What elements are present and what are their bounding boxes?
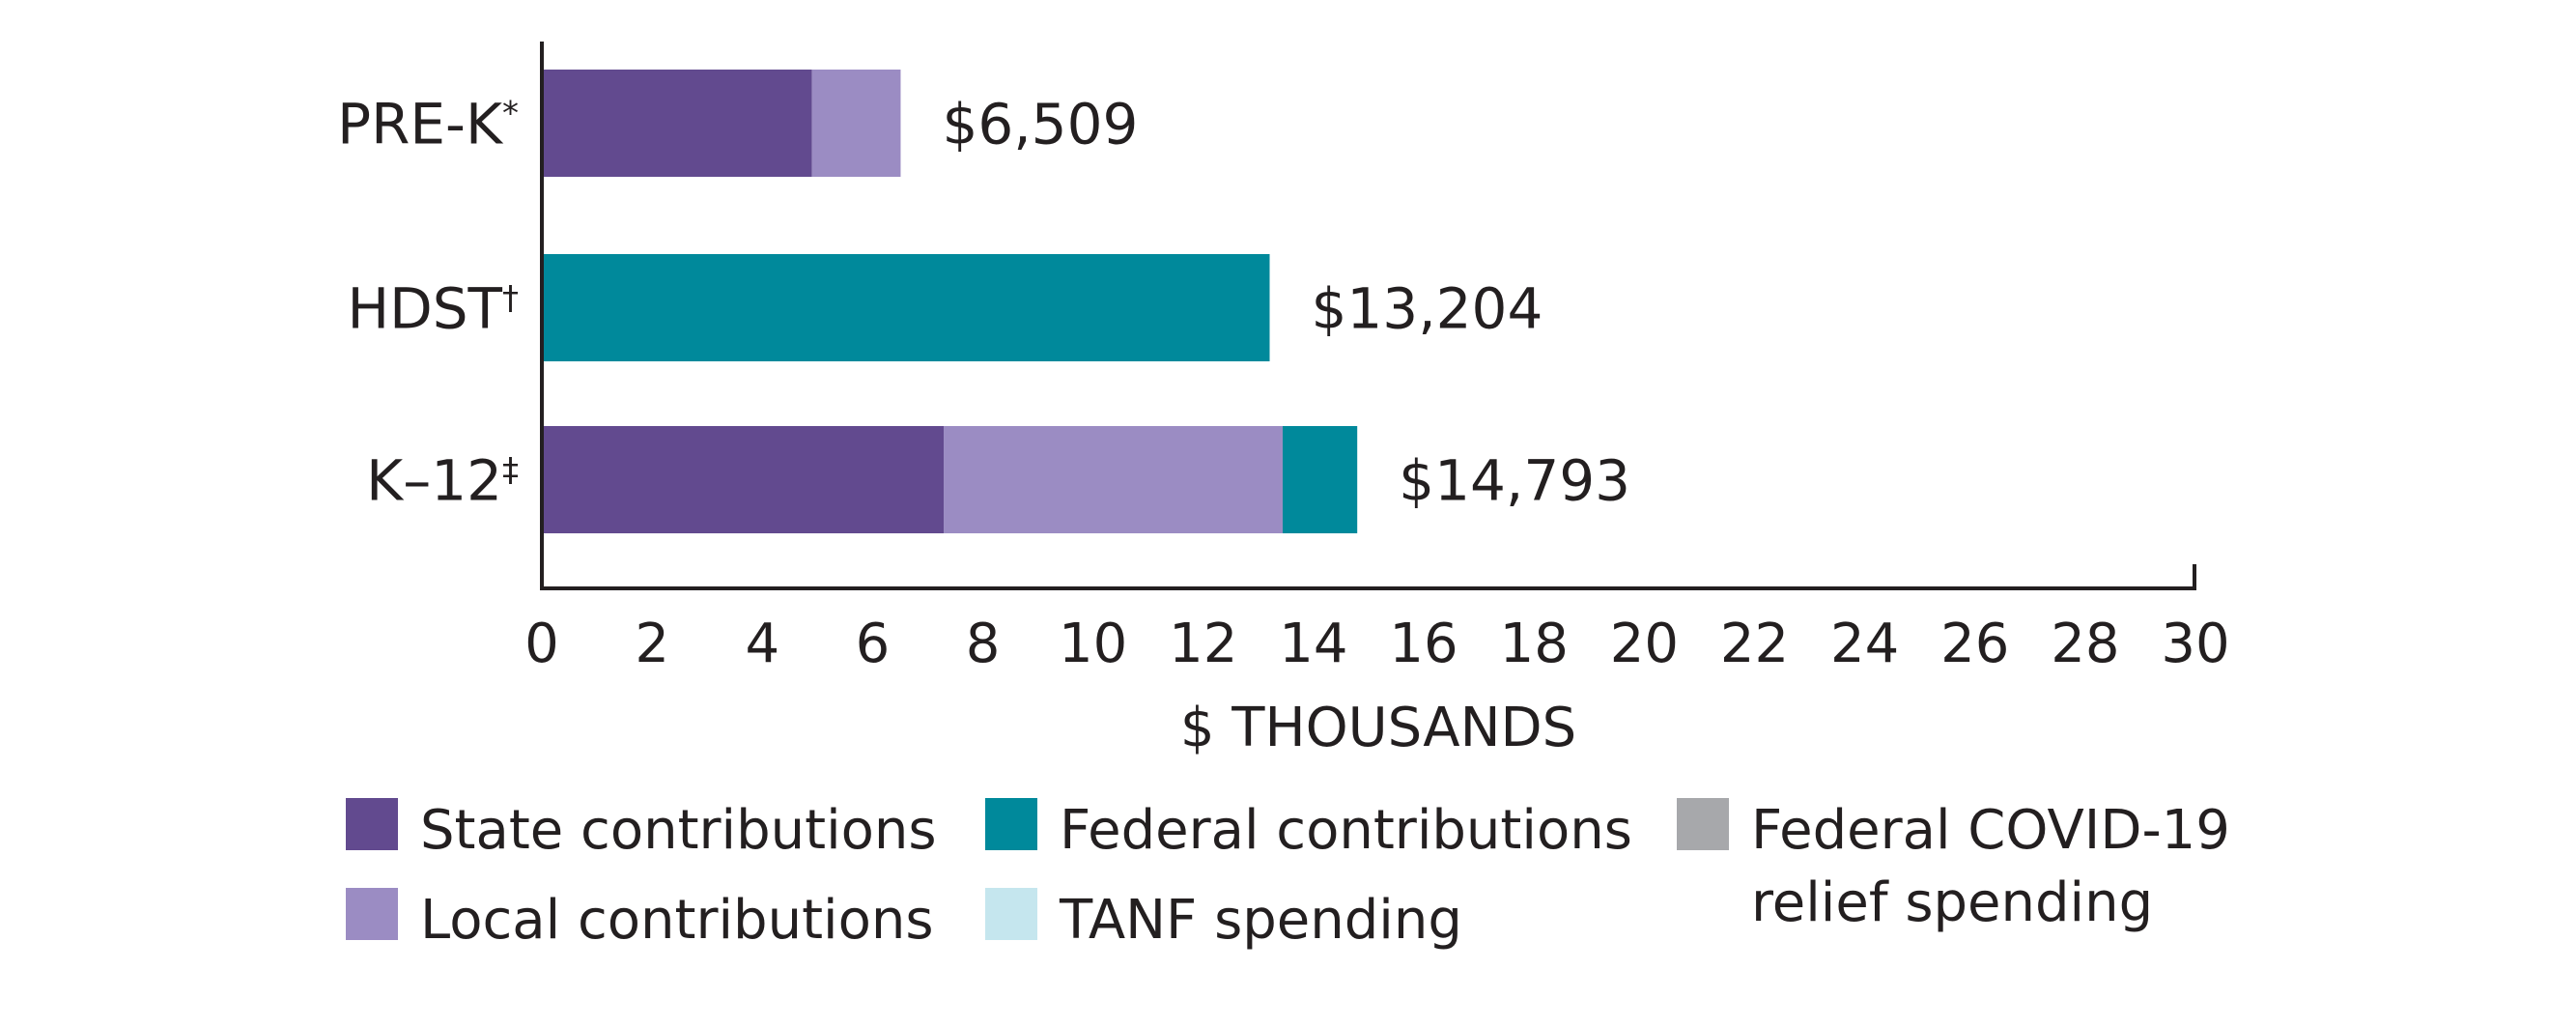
legend-swatch bbox=[1677, 798, 1729, 850]
legend-swatch bbox=[346, 798, 398, 850]
total-value-label: $14,793 bbox=[1399, 448, 1630, 514]
legend-swatch bbox=[985, 888, 1037, 940]
bar-segment-state-contributions bbox=[542, 70, 812, 177]
x-tick-label: 24 bbox=[1830, 613, 1899, 675]
x-tick-label: 26 bbox=[1940, 613, 2009, 675]
legend-swatch bbox=[346, 888, 398, 940]
category-labels: PRE-K* HDST† K–12‡ bbox=[337, 92, 519, 514]
x-tick-label: 18 bbox=[1500, 613, 1569, 675]
x-tick-label: 20 bbox=[1610, 613, 1679, 675]
axes-group bbox=[540, 42, 2196, 590]
bar-segment-state-contributions bbox=[542, 426, 945, 533]
total-value-label: $13,204 bbox=[1312, 276, 1543, 342]
x-tick-label: 14 bbox=[1279, 613, 1347, 675]
legend-item-state-contributions: State contributions bbox=[346, 798, 937, 862]
x-tick-label: 16 bbox=[1389, 613, 1458, 675]
x-axis-title: $ THOUSANDS bbox=[1180, 697, 1576, 759]
legend: State contributions Local contributions Fe… bbox=[346, 798, 2230, 952]
legend-item-local-contributions: Local contributions bbox=[346, 888, 934, 952]
x-tick-label: 12 bbox=[1169, 613, 1237, 675]
x-tick-label: 6 bbox=[856, 613, 891, 675]
category-label: HDST† bbox=[347, 276, 519, 342]
x-tick-labels: 0 2 4 6 8 10 12 14 16 18 20 22 24 26 28 30 bbox=[524, 613, 2229, 675]
total-value-label: $6,509 bbox=[942, 92, 1138, 157]
bars-group bbox=[542, 70, 1358, 533]
bar-segment-federal-contributions bbox=[1282, 426, 1358, 533]
category-label: K–12‡ bbox=[366, 448, 519, 514]
legend-label: State contributions bbox=[420, 799, 937, 862]
legend-label: Local contributions bbox=[420, 889, 934, 952]
x-tick-label: 8 bbox=[966, 613, 1001, 675]
legend-item-tanf-spending: TANF spending bbox=[985, 888, 1462, 952]
x-tick-label: 30 bbox=[2161, 613, 2229, 675]
category-label: PRE-K* bbox=[337, 92, 519, 157]
x-tick-label: 0 bbox=[524, 613, 559, 675]
x-tick-label: 10 bbox=[1059, 613, 1127, 675]
legend-swatch bbox=[985, 798, 1037, 850]
legend-item-federal-covid-19-relief-spending: Federal COVID-19 relief spending bbox=[1677, 798, 2230, 934]
legend-label: Federal COVID-19 bbox=[1751, 799, 2230, 862]
legend-label: TANF spending bbox=[1059, 889, 1462, 952]
bar-segment-federal-contributions bbox=[542, 254, 1270, 361]
bar-segment-local-contributions bbox=[811, 70, 901, 177]
value-labels: $6,509 $13,204 $14,793 bbox=[942, 92, 1630, 514]
x-tick-label: 28 bbox=[2051, 613, 2119, 675]
x-tick-label: 4 bbox=[745, 613, 779, 675]
bar-segment-local-contributions bbox=[944, 426, 1283, 533]
legend-label: relief spending bbox=[1751, 871, 2153, 934]
legend-item-federal-contributions: Federal contributions bbox=[985, 798, 1632, 862]
x-tick-label: 2 bbox=[635, 613, 669, 675]
legend-label: Federal contributions bbox=[1060, 799, 1632, 862]
x-tick-label: 22 bbox=[1720, 613, 1789, 675]
